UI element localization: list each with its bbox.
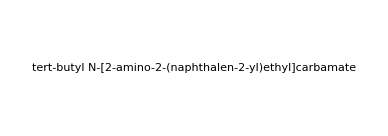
Text: tert-butyl N-[2-amino-2-(naphthalen-2-yl)ethyl]carbamate: tert-butyl N-[2-amino-2-(naphthalen-2-yl… (32, 63, 356, 73)
